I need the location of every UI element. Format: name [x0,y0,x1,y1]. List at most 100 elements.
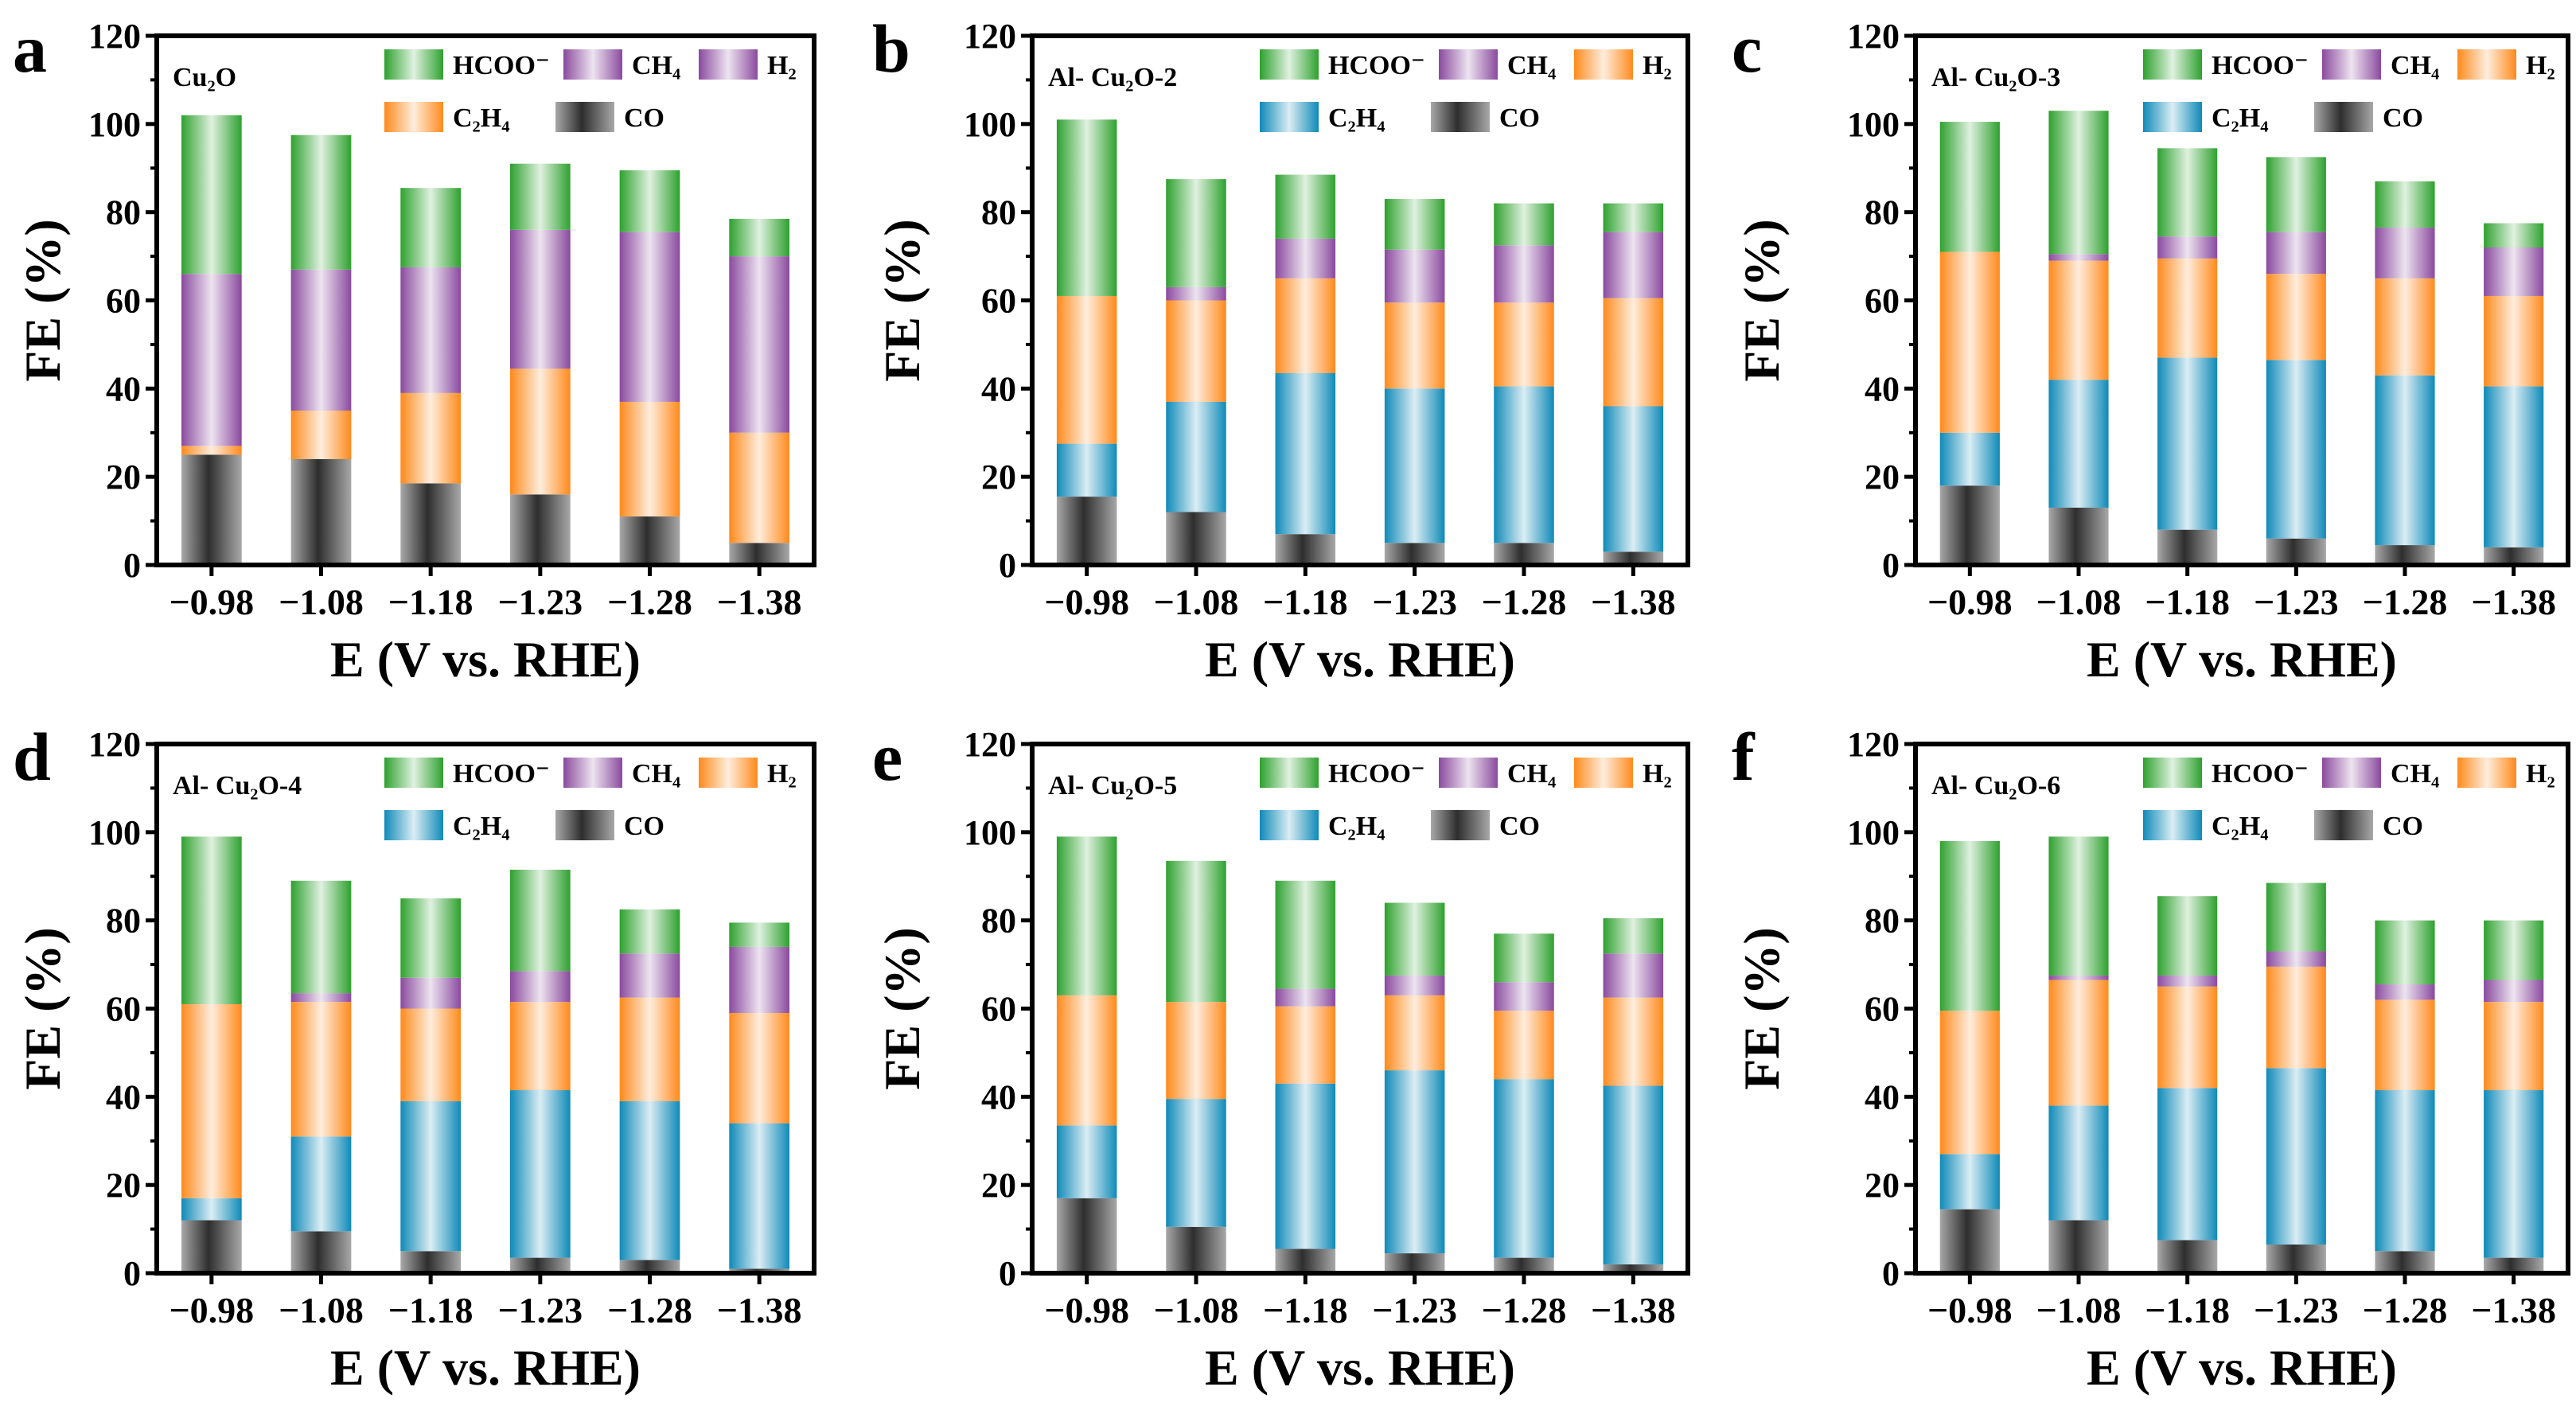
bar-segment-CO [619,1260,680,1273]
bar-segment-HCOO⁻ [1384,902,1445,976]
y-tick-label: 80 [981,193,1016,232]
panel-e: −0.98 −1.08 −1.18 −1.23 −1.28 −1.38 0 20 40 60 80 1… [872,719,1690,1396]
legend-label: CO [2383,103,2423,133]
bar-segment-C₂H₄ [509,368,571,495]
bar-segment-H₂ [2157,258,2218,358]
bar-segment-CO [2157,529,2218,565]
bar-segment-CH₄ [400,977,462,1009]
x-tick-label: −1.23 [2254,582,2339,622]
bar-segment-H₂ [2157,986,2218,1089]
x-tick-label: −1.08 [279,582,364,622]
bar-segment-HCOO⁻ [2375,181,2435,228]
x-tick-label: −1.08 [2036,582,2122,622]
legend-label: CO [624,812,664,841]
y-tick-label: 20 [106,1166,141,1205]
bar-segment-C₂H₄ [181,1198,242,1221]
bar-segment-HCOO⁻ [1275,174,1336,239]
bar-segment-HCOO⁻ [1603,203,1664,232]
bar-segment-CO [1384,543,1445,565]
legend-label: HCOO⁻ [1328,759,1425,789]
bar-segment-HCOO⁻ [2484,920,2544,980]
bar-segment-C₂H₄ [1056,443,1117,497]
bar-segment-HCOO⁻ [2266,882,2326,952]
bar-segment-CO [1275,1249,1336,1273]
bar-segment-CH₄ [2484,980,2544,1003]
bar-segment-HCOO⁻ [509,163,571,230]
legend-label: H₂ [1643,759,1672,789]
legend-swatch [384,102,443,132]
bar-segment-C₂H₄ [1384,1070,1445,1254]
bar-segment-C₂H₄ [1166,1099,1226,1227]
x-tick-label: −1.23 [1372,1290,1457,1330]
legend-swatch [2143,49,2202,80]
bar-segment-H₂ [1166,300,1226,402]
bar-segment-CO [1166,1226,1226,1273]
bar-segment-HCOO⁻ [290,880,352,994]
bar-segment-HCOO⁻ [1603,917,1664,954]
bar-segment-CO [1384,1253,1445,1273]
bar-segment-H₂ [1603,997,1664,1086]
panel-a: −0.98 −1.08 −1.18 −1.23 −1.28 −1.38 0 20 40 60 80 1… [13,10,816,688]
panel-letter: f [1732,719,1756,795]
x-tick-label: −1.08 [1154,582,1239,622]
bar-segment-CO [2375,1251,2435,1273]
sample-label: Al- Cu₂O-6 [1931,771,2060,801]
legend-label: HCOO⁻ [1328,51,1425,80]
x-tick-label: −1.28 [2363,582,2448,622]
bar-segment-C₂H₄ [1494,1079,1554,1258]
y-tick-label: 60 [1865,990,1900,1029]
bar-segment-C₂H₄ [2375,1090,2435,1252]
bar-segment-H₂ [2484,1002,2544,1091]
legend-label: H₂ [2526,51,2555,80]
legend-swatch [699,758,758,788]
plot-frame [1030,742,1690,1276]
bar-segment-H₂ [1384,995,1445,1071]
bar-segment-C₂H₄ [729,1123,790,1269]
legend-swatch [384,758,443,788]
bar-segment-HCOO⁻ [181,836,242,1004]
bar-segment-CO [1166,512,1226,565]
bar-segment-H₂ [2048,980,2109,1106]
bar-segment-H₂ [619,997,680,1101]
bar-segment-H₂ [290,269,352,411]
x-tick-label: −1.23 [2254,1290,2339,1330]
bar-segment-CO [1056,1198,1117,1273]
plot-frame [1030,33,1690,567]
y-tick-label: 120 [964,17,1016,56]
bar-segment-H₂ [400,1008,462,1101]
bar-segment-C₂H₄ [400,1101,462,1252]
bar-segment-CO [509,1257,571,1273]
bar-segment-CH₄ [1603,953,1664,998]
bar-segment-H₂ [1056,995,1117,1126]
bar-segment-CH₄ [2375,228,2435,279]
legend-swatch [2322,758,2381,788]
bar-segment-CO [181,1220,242,1273]
bar-segment-HCOO⁻ [2048,111,2109,255]
y-tick-label: 80 [106,193,141,232]
bar-segment-HCOO⁻ [2266,157,2326,232]
bar-segment-CH₄ [2048,975,2109,980]
y-tick-label: 80 [1865,902,1900,941]
bar-segment-C₂H₄ [1056,1125,1117,1198]
bar-segment-CH₄ [2484,247,2544,296]
bar-segment-H₂ [1275,278,1336,373]
y-tick-label: 20 [981,1166,1016,1205]
x-tick-label: −0.98 [1044,1290,1129,1330]
y-tick-label: 120 [1847,17,1900,56]
x-tick-label: −1.28 [1482,1290,1567,1330]
x-tick-label: −0.98 [169,582,254,622]
y-tick-label: 80 [1865,193,1900,232]
panel-letter: c [1732,10,1762,87]
bar-segment-CH₄ [1166,286,1226,301]
legend-swatch [555,810,614,840]
bar-segment-CH₄ [2266,232,2326,275]
bar-segment-H₂ [2484,295,2544,387]
bar-segment-HCOO⁻ [1166,179,1226,287]
x-axis-title: E (V vs. RHE) [1205,631,1515,688]
legend-swatch [1439,758,1498,788]
bar-segment-C₂H₄ [1384,388,1445,543]
y-tick-label: 0 [123,1254,141,1293]
legend-label: C₂H₄ [453,103,509,133]
bar-segment-H₂ [1494,1011,1554,1080]
